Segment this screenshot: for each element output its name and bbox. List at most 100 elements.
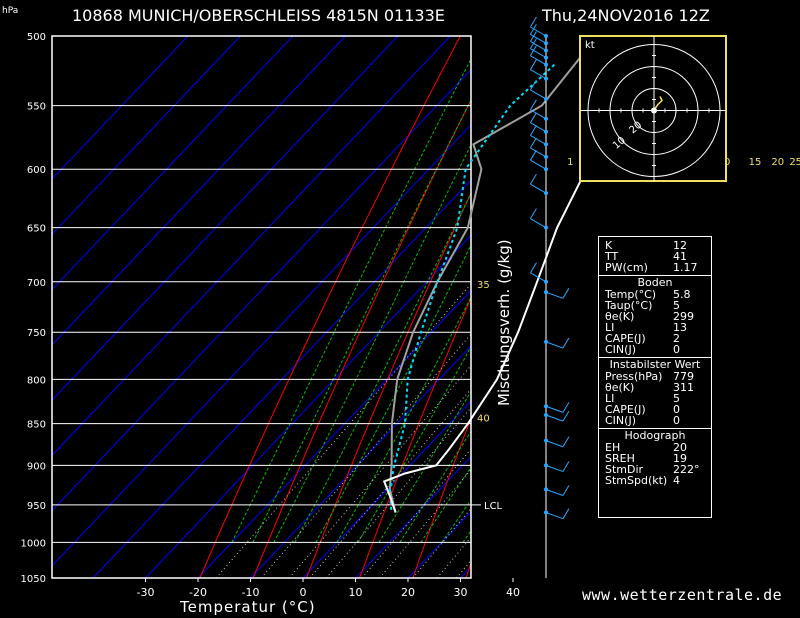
info-value: 13: [673, 321, 687, 334]
x-tick-label: 30: [454, 586, 468, 599]
isotherm-line: [197, 289, 471, 578]
wind-barb-shaft: [530, 26, 547, 37]
mixing-ratio-axis-label: Mischungsverh. (g/kg): [495, 239, 513, 406]
pressure-tick-label: 1000: [21, 538, 46, 549]
info-value: 299: [673, 310, 694, 323]
boden-section: Temp(°C) 5.8 Taup(°C) 5 θe(K) 299 LI 13 CAPE(J) 2…: [599, 289, 711, 355]
info-key: Press(hPa): [605, 370, 663, 383]
info-key: TT: [605, 250, 619, 263]
wind-barb-feather: [529, 45, 537, 56]
dewpoint-profile-line: [388, 63, 556, 513]
dry-adiabat-line: [732, 36, 800, 578]
isotherm-line: [145, 234, 471, 578]
wind-barb-shaft: [530, 41, 547, 51]
wind-barb-shaft: [530, 122, 547, 133]
info-row: θe(K) 311: [599, 382, 711, 393]
isotherm-line: [52, 68, 471, 512]
pressure-tick-label: 600: [27, 165, 46, 176]
info-row: TT 41: [599, 251, 711, 262]
isotherm-line: [52, 36, 399, 401]
info-key: PW(cm): [605, 261, 648, 274]
info-value: 5: [673, 299, 680, 312]
info-value: 0: [673, 343, 680, 356]
mixing-ratio-label: 25: [789, 157, 800, 168]
info-row: K 12: [599, 240, 711, 251]
pressure-unit-label: hPa: [2, 6, 19, 16]
isotherm-line: [92, 179, 471, 578]
wind-barb-shaft: [545, 440, 564, 448]
info-row: StmDir 222°: [599, 464, 711, 475]
instab-section: Press(hPa) 779 θe(K) 311 LI 5 CAPE(J) 0 CIN(J) 0: [599, 371, 711, 426]
wind-barb-shaft: [530, 48, 547, 59]
wind-barb-feather: [562, 436, 570, 448]
pressure-tick-label: 850: [27, 420, 46, 431]
info-value: 4: [673, 474, 680, 487]
x-tick-label: -10: [242, 586, 260, 599]
info-value: 2: [673, 332, 680, 345]
wind-barb-feather: [562, 410, 570, 422]
isotherm-line: [250, 345, 471, 578]
wind-barb-shaft: [530, 55, 547, 66]
x-tick-label: 20: [401, 586, 415, 599]
info-row: CAPE(J) 0: [599, 404, 711, 415]
hodograph-title: Hodograph: [624, 429, 686, 442]
dry-adiabat-line: [252, 98, 471, 578]
x-tick-label: 10: [349, 586, 363, 599]
info-value: 12: [673, 239, 687, 252]
wind-barb-shaft: [545, 488, 564, 496]
wind-barb-shaft: [530, 89, 547, 100]
info-value: 1.17: [673, 261, 698, 274]
pressure-tick-label: 650: [27, 224, 46, 235]
x-tick-label: -20: [189, 586, 207, 599]
wind-barb-feather: [562, 485, 570, 496]
info-row: Taup(°C) 5: [599, 300, 711, 311]
info-key: CAPE(J): [605, 332, 646, 345]
dry-adiabat-line: [199, 36, 461, 578]
pressure-tick-label: 700: [27, 278, 46, 289]
wind-barbs-panel: [529, 16, 570, 578]
x-tick-label: -30: [137, 586, 155, 599]
pressure-tick-label: 500: [27, 32, 46, 43]
info-value: 20: [673, 441, 687, 454]
info-value: 222°: [673, 463, 700, 476]
wind-barb-feather: [529, 16, 537, 28]
info-row: Press(hPa) 779: [599, 371, 711, 382]
wind-barb-shaft: [530, 183, 547, 194]
info-row: EH 20: [599, 442, 711, 453]
pressure-tick-label: 950: [27, 501, 46, 512]
wind-barb-feather: [562, 508, 570, 519]
wind-barb-shaft: [530, 69, 547, 79]
mixing-ratio-label: 1: [567, 157, 573, 168]
wind-barb-feather: [562, 337, 570, 349]
station-title: 10868 MUNICH/OBERSCHLEISS 4815N 01133E: [72, 6, 445, 25]
mixing-ratio-label: 15: [749, 157, 762, 168]
hodograph-unit-label: kt: [585, 40, 595, 51]
info-key: StmSpd(kt): [605, 474, 668, 487]
wind-barb-feather: [529, 173, 537, 185]
mixing-ratio-line: [412, 507, 471, 578]
info-row: Temp(°C) 5.8: [599, 289, 711, 300]
isotherm-line: [52, 36, 294, 291]
wind-barb-shaft: [545, 414, 564, 422]
wind-barb-feather: [529, 112, 537, 123]
info-value: 0: [673, 403, 680, 416]
x-tick-label: 40: [506, 586, 520, 599]
isotherm-line: [302, 400, 471, 578]
storm-motion-marker: [651, 107, 657, 114]
pressure-tick-label: 1050: [21, 574, 46, 585]
isotherm-line: [52, 36, 451, 457]
info-row: PW(cm) 1.17: [599, 262, 711, 273]
wind-barb-shaft: [530, 134, 547, 145]
wind-barb-shaft: [530, 33, 547, 44]
wind-barb-shaft: [530, 147, 547, 158]
wind-barb-shaft: [545, 341, 564, 349]
wind-barb-shaft: [545, 405, 564, 413]
info-row: SREH 19: [599, 453, 711, 464]
info-row: LI 13: [599, 322, 711, 333]
boden-title: Boden: [637, 276, 673, 289]
wind-barb-feather: [529, 149, 537, 161]
info-key: EH: [605, 441, 621, 454]
isotherm-line: [52, 124, 471, 567]
theta-e-label: 35: [477, 280, 490, 291]
